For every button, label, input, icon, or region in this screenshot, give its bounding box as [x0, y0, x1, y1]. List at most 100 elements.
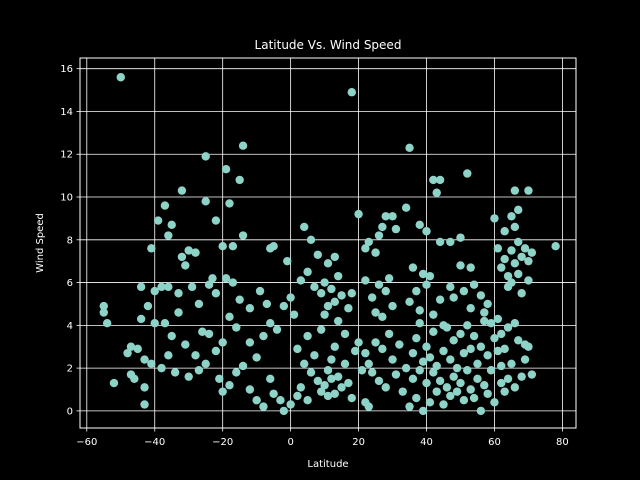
data-point — [327, 355, 336, 364]
data-point — [520, 244, 530, 253]
data-point — [500, 227, 509, 236]
data-point — [497, 329, 506, 339]
data-point — [429, 310, 438, 319]
data-point — [405, 143, 414, 153]
data-point — [490, 214, 499, 223]
data-point — [194, 299, 204, 309]
data-point — [211, 289, 221, 298]
data-point — [218, 338, 227, 347]
data-point — [551, 242, 560, 251]
data-point — [490, 333, 499, 343]
data-point — [323, 301, 333, 311]
data-point — [388, 355, 397, 364]
data-point — [191, 248, 200, 257]
data-point — [452, 387, 462, 396]
data-point — [510, 222, 520, 232]
data-point — [391, 224, 401, 234]
data-point — [296, 383, 306, 392]
data-point — [364, 359, 373, 369]
data-point — [347, 393, 356, 403]
data-point — [99, 301, 108, 311]
data-point — [357, 366, 367, 375]
data-point — [330, 389, 339, 398]
data-point — [123, 348, 132, 358]
data-point — [415, 220, 424, 230]
data-point — [283, 256, 292, 266]
data-point — [415, 319, 424, 328]
x-tick-label: 60 — [488, 437, 501, 448]
data-point — [514, 205, 523, 215]
data-point — [476, 291, 486, 300]
data-point — [303, 331, 312, 341]
data-point — [510, 319, 520, 328]
data-point — [272, 325, 282, 334]
data-point — [317, 325, 326, 334]
data-point — [323, 366, 333, 375]
data-point — [116, 73, 125, 82]
data-point — [520, 355, 530, 364]
data-point — [476, 342, 486, 351]
x-tick-label: 0 — [287, 437, 293, 448]
data-point — [429, 327, 438, 336]
data-point — [140, 355, 149, 364]
data-point — [102, 319, 112, 328]
data-point — [238, 231, 248, 240]
data-point — [493, 244, 503, 253]
data-point — [446, 355, 455, 364]
data-point — [425, 271, 435, 281]
data-point — [510, 383, 520, 392]
data-point — [483, 389, 492, 398]
data-point — [395, 340, 404, 349]
data-point — [201, 197, 210, 206]
data-point — [337, 291, 346, 300]
data-point — [497, 263, 506, 272]
data-point — [371, 248, 380, 257]
data-point — [503, 271, 513, 281]
data-point — [415, 306, 424, 315]
y-tick-label: 4 — [67, 321, 73, 332]
data-point — [367, 368, 377, 377]
data-point — [476, 406, 486, 416]
data-point — [446, 237, 455, 247]
data-point — [354, 338, 363, 347]
data-point — [469, 280, 479, 289]
data-point — [486, 319, 496, 328]
data-point — [245, 385, 255, 394]
data-point — [317, 387, 326, 396]
data-point — [503, 323, 513, 332]
data-point — [330, 342, 339, 351]
data-point — [442, 383, 452, 392]
data-point — [422, 280, 431, 289]
data-point — [181, 340, 190, 349]
data-point — [150, 286, 159, 296]
data-point — [493, 346, 503, 356]
data-point — [412, 333, 421, 343]
data-point — [259, 331, 268, 341]
data-point — [194, 366, 204, 375]
data-point — [300, 359, 309, 369]
data-point — [391, 370, 401, 379]
data-point — [320, 310, 329, 319]
data-point — [303, 267, 312, 277]
data-point — [507, 278, 516, 287]
data-point — [147, 244, 156, 253]
data-point — [384, 274, 394, 283]
data-point — [344, 378, 353, 388]
data-point — [517, 252, 526, 262]
data-point — [340, 359, 350, 369]
y-tick-label: 0 — [67, 406, 73, 417]
data-point — [293, 391, 302, 401]
data-point — [446, 282, 455, 292]
y-axis-ticks: 0 2 4 6 8 10 12 14 16 — [60, 64, 80, 417]
data-point — [235, 295, 244, 304]
data-point — [215, 374, 224, 384]
data-point — [432, 361, 441, 371]
data-point — [99, 308, 108, 317]
data-point — [303, 395, 312, 405]
data-point — [164, 351, 173, 360]
data-point — [245, 338, 255, 347]
data-point — [374, 280, 384, 289]
data-point — [371, 338, 380, 347]
data-point — [238, 361, 248, 371]
data-point — [323, 391, 333, 401]
